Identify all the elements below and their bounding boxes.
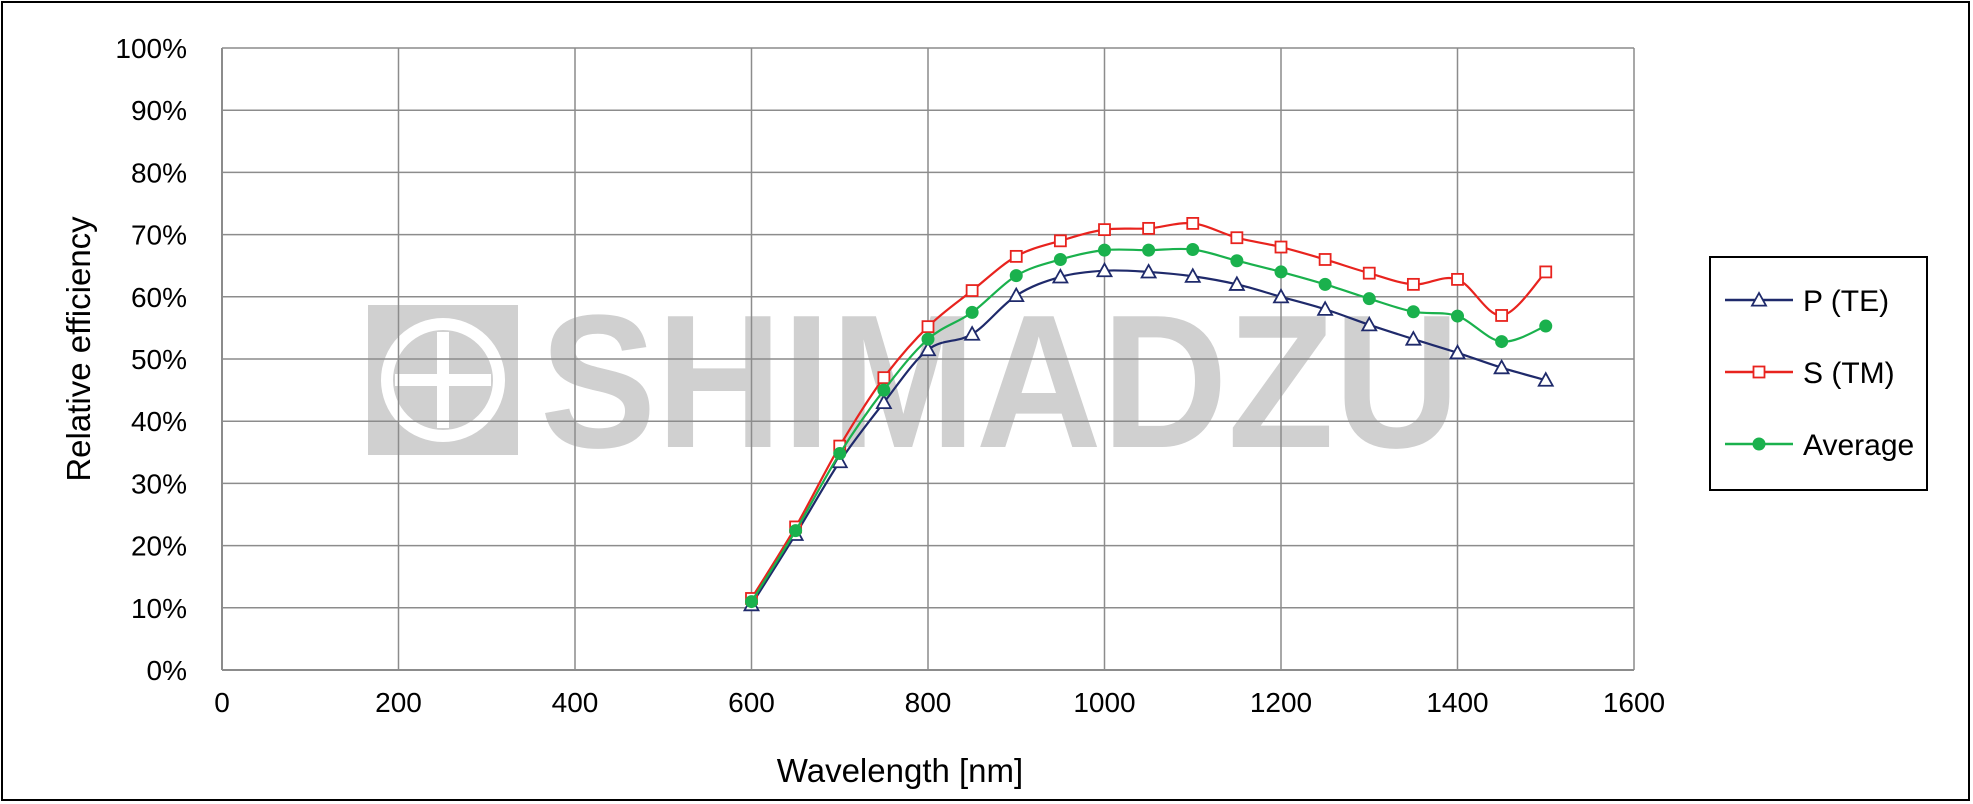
data-point [1009, 269, 1023, 283]
data-point [1539, 265, 1553, 279]
data-point [1140, 263, 1158, 279]
data-point [1007, 286, 1025, 303]
watermark: SHIMADZU [368, 276, 1460, 488]
legend: P (TE) S (TM) Average [1709, 256, 1928, 491]
data-point [877, 383, 891, 397]
data-point [1495, 335, 1509, 349]
data-point [1362, 292, 1376, 306]
data-point [1186, 217, 1200, 230]
y-tick-label: 60% [131, 282, 187, 313]
data-point [1406, 305, 1420, 319]
x-axis-title: Wavelength [nm] [777, 752, 1023, 789]
grid [221, 47, 1635, 671]
legend-label: P (TE) [1803, 285, 1889, 318]
y-tick-label: 80% [131, 157, 187, 188]
legend-label: Average [1803, 429, 1914, 462]
data-point [965, 284, 979, 297]
data-point [1272, 287, 1290, 304]
x-tick-label: 800 [905, 687, 952, 718]
x-tick-label: 200 [375, 687, 422, 718]
data-point [1362, 266, 1376, 280]
data-point [921, 320, 935, 334]
data-point [1451, 309, 1464, 323]
data-point [1051, 268, 1069, 284]
y-tick-label: 10% [131, 593, 187, 624]
series-1 [745, 217, 1553, 605]
data-point [1230, 254, 1244, 268]
legend-marker [1752, 365, 1766, 379]
data-point [1098, 223, 1111, 237]
data-point [1009, 249, 1023, 263]
series-layer [742, 217, 1555, 612]
data-point [1316, 300, 1334, 316]
data-point [1493, 358, 1511, 375]
x-tick-label: 1400 [1426, 687, 1488, 718]
data-point [1360, 315, 1378, 332]
data-point [745, 595, 758, 609]
data-point [1318, 277, 1332, 291]
legend-label: S (TM) [1803, 357, 1895, 390]
data-point [921, 332, 935, 346]
data-point [1404, 330, 1422, 346]
data-point [1186, 243, 1200, 257]
data-point [1228, 275, 1246, 291]
legend-marker [1752, 437, 1766, 451]
y-tick-label: 0% [147, 655, 187, 686]
data-point [1274, 265, 1288, 279]
data-point [1451, 272, 1464, 286]
y-axis: 0% 10% 20% 30% 40% 50% 60% 70% 80% 90% 100% [115, 33, 187, 686]
y-tick-label: 20% [131, 531, 187, 562]
y-tick-label: 30% [131, 468, 187, 499]
x-tick-label: 600 [728, 687, 775, 718]
data-point [1539, 319, 1553, 333]
x-tick-label: 400 [552, 687, 599, 718]
y-tick-label: 90% [131, 95, 187, 126]
data-point [1406, 277, 1420, 291]
data-point [1537, 371, 1555, 387]
data-point [1053, 252, 1067, 266]
data-point [1448, 343, 1467, 360]
legend-box [1709, 256, 1928, 491]
data-point [875, 393, 893, 410]
y-tick-label: 40% [131, 406, 187, 437]
data-point [1184, 267, 1202, 283]
data-point [833, 447, 847, 461]
data-point [789, 524, 803, 538]
data-point [919, 340, 937, 357]
data-point [1142, 221, 1156, 235]
data-point [1230, 231, 1244, 245]
x-tick-label: 1200 [1250, 687, 1312, 718]
x-tick-label: 1600 [1603, 687, 1665, 718]
data-point [963, 325, 981, 341]
watermark-logo-bar-v [437, 332, 449, 428]
data-point [1495, 309, 1509, 322]
y-axis-title: Relative efficiency [60, 216, 97, 482]
y-tick-label: 50% [131, 344, 187, 375]
data-point [965, 305, 979, 319]
data-point [877, 371, 891, 385]
watermark-logo-ring [381, 318, 505, 442]
x-tick-label: 1000 [1073, 687, 1135, 718]
watermark-text: SHIMADZU [540, 276, 1460, 488]
data-point [1095, 261, 1114, 278]
legend-marker [1750, 291, 1768, 307]
x-tick-label: 0 [214, 687, 230, 718]
series-2 [745, 243, 1553, 609]
x-axis: 0 200 400 600 800 1000 1200 1400 1600 [214, 687, 1665, 718]
data-point [1274, 240, 1288, 254]
y-tick-label: 70% [131, 220, 187, 251]
y-tick-label: 100% [115, 33, 187, 64]
data-point [1318, 253, 1332, 266]
plot-area [221, 48, 1634, 671]
data-point [1053, 234, 1067, 248]
data-point [1142, 243, 1156, 257]
data-point [1098, 243, 1111, 257]
